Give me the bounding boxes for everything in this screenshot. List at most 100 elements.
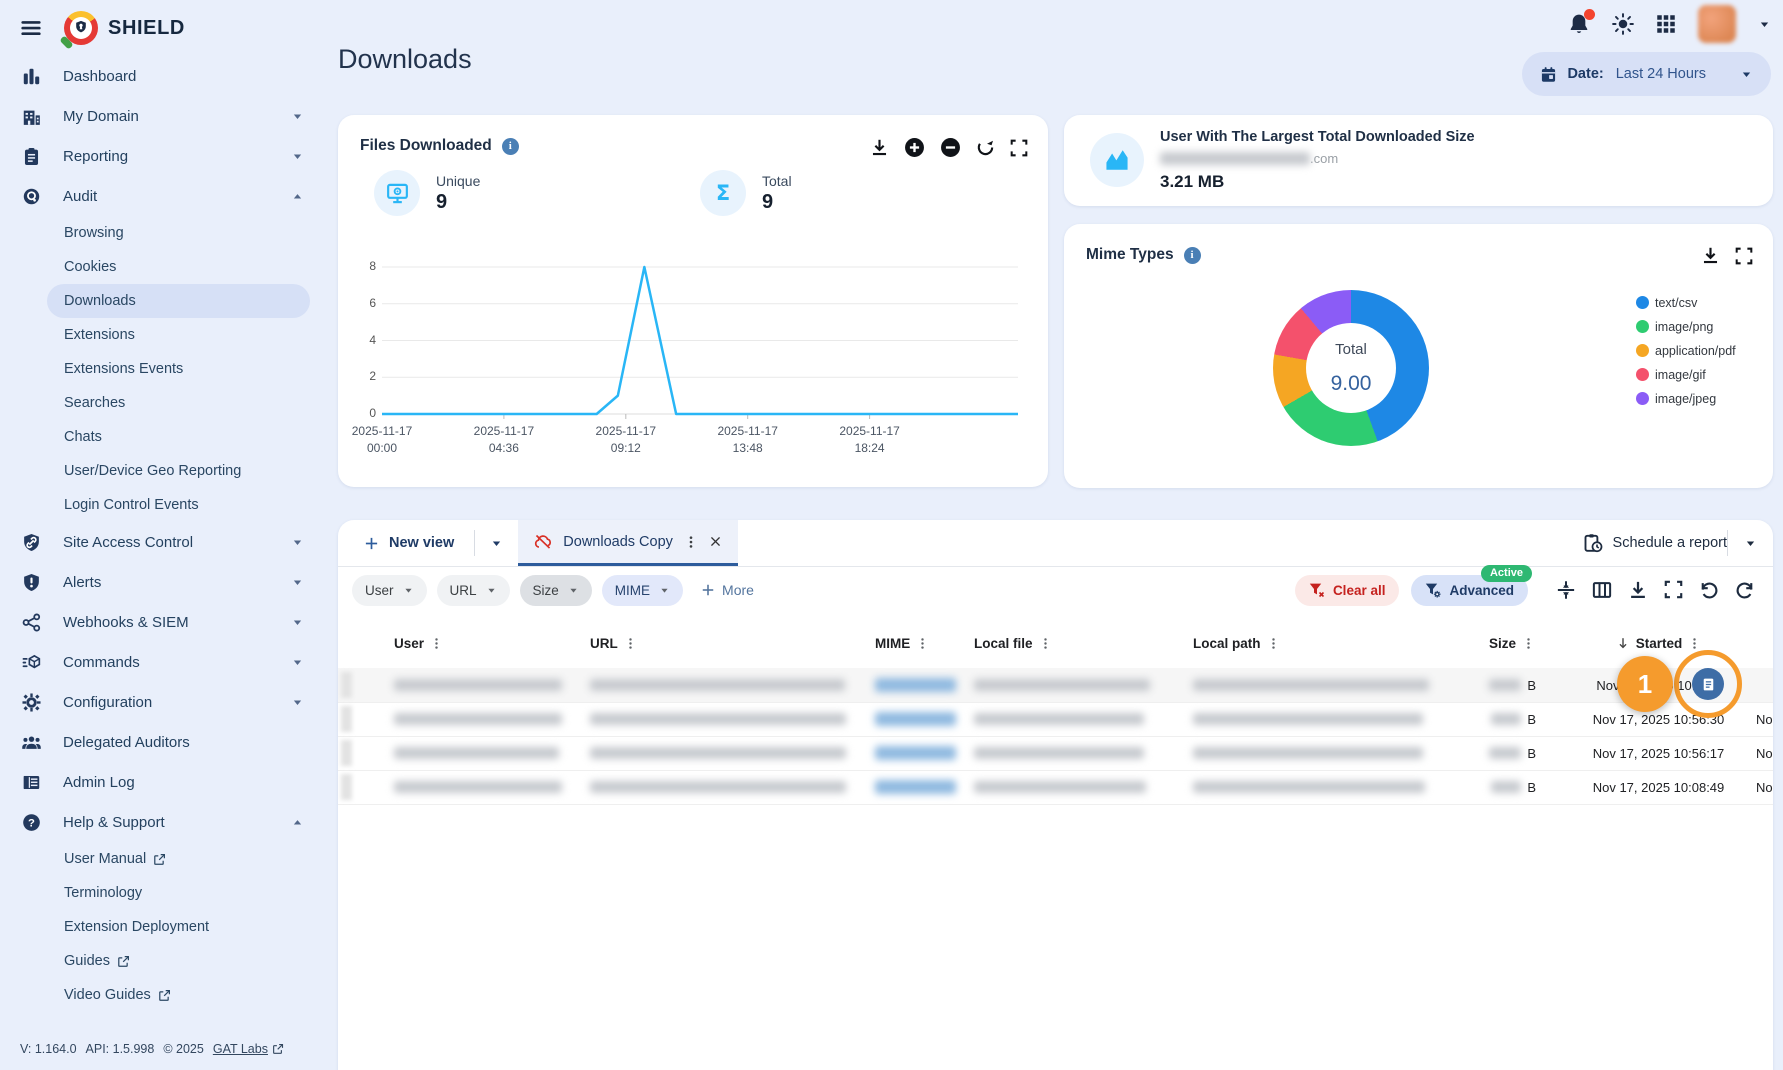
sidebar-item-downloads[interactable]: Downloads — [47, 284, 310, 318]
column-header-url[interactable]: URL — [576, 636, 846, 651]
column-menu-icon[interactable] — [916, 637, 929, 650]
close-icon[interactable] — [709, 535, 722, 548]
theme-toggle-button[interactable] — [1612, 13, 1634, 35]
files-downloaded-line-chart[interactable]: 02468 2025-11-1700:002025-11-1704:362025… — [382, 267, 1018, 467]
table-row[interactable]: B Nov 17, 2025 10:56:30 No — [338, 702, 1773, 737]
column-menu-icon[interactable] — [430, 637, 443, 650]
download-icon[interactable] — [870, 138, 889, 157]
download-icon[interactable] — [1701, 246, 1720, 265]
avatar[interactable] — [1698, 5, 1736, 43]
schedule-report-button[interactable]: Schedule a report — [1573, 520, 1727, 566]
column-header-size[interactable]: Size — [1451, 636, 1566, 651]
gat-labs-link[interactable]: GAT Labs — [213, 1042, 284, 1056]
column-menu-icon[interactable] — [624, 637, 637, 650]
apps-grid-button[interactable] — [1656, 14, 1676, 34]
mime-donut-chart[interactable] — [1273, 290, 1429, 446]
row-select[interactable] — [338, 672, 356, 698]
sidebar-item-admin-log[interactable]: Admin Log — [0, 762, 338, 802]
refresh-icon[interactable] — [976, 138, 995, 157]
column-header-local-file[interactable]: Local file — [956, 636, 1171, 651]
table-row[interactable]: B Nov 17, 2025 10:08:49 No — [338, 770, 1773, 805]
row-select[interactable] — [338, 774, 356, 800]
schedule-dropdown-button[interactable] — [1728, 520, 1773, 566]
info-icon[interactable]: i — [1184, 247, 1201, 264]
sidebar-item-searches[interactable]: Searches — [47, 386, 310, 420]
legend-label: text/csv — [1655, 296, 1697, 310]
sidebar-item-chats[interactable]: Chats — [47, 420, 310, 454]
undo-icon[interactable] — [1699, 580, 1719, 600]
shield-app: SHIELD Dashboard My Domain Reporting Aud… — [0, 0, 1783, 1070]
sidebar-item-cookies[interactable]: Cookies — [47, 250, 310, 284]
column-menu-icon[interactable] — [1688, 637, 1701, 650]
menu-icon[interactable] — [20, 17, 42, 39]
main-content: Downloads Date: Last 24 Hours Files Down… — [338, 0, 1783, 1070]
sidebar-item-commands[interactable]: Commands — [0, 642, 338, 682]
sidebar-item-extensions[interactable]: Extensions — [47, 318, 310, 352]
column-menu-icon[interactable] — [1039, 637, 1052, 650]
fullscreen-icon[interactable] — [1735, 247, 1753, 265]
sidebar-item-delegated-auditors[interactable]: Delegated Auditors — [0, 722, 338, 762]
table-row[interactable]: B Nov 17, 2025 10:56:4 — [338, 668, 1773, 703]
sidebar-item-extensions-events[interactable]: Extensions Events — [47, 352, 310, 386]
chevron-down-icon — [291, 576, 304, 589]
legend-item[interactable]: image/png — [1636, 318, 1736, 335]
sidebar-item-dashboard[interactable]: Dashboard — [0, 56, 338, 96]
stat-value: 9 — [436, 191, 480, 214]
legend-label: image/gif — [1655, 368, 1706, 382]
sidebar-item-my-domain[interactable]: My Domain — [0, 96, 338, 136]
filter-chip-mime[interactable]: MIME — [602, 575, 683, 606]
sun-icon — [1612, 13, 1634, 35]
legend-item[interactable]: image/jpeg — [1636, 390, 1736, 407]
new-view-button[interactable]: New view — [338, 520, 474, 566]
info-icon[interactable]: i — [502, 138, 519, 155]
sidebar-item-user-device-geo[interactable]: User/Device Geo Reporting — [47, 454, 310, 488]
sidebar-item-site-access-control[interactable]: Site Access Control — [0, 522, 338, 562]
sidebar-item-reporting[interactable]: Reporting — [0, 136, 338, 176]
clear-all-filters-button[interactable]: Clear all — [1295, 575, 1400, 606]
sidebar-item-configuration[interactable]: Configuration — [0, 682, 338, 722]
column-header-local-path[interactable]: Local path — [1171, 636, 1451, 651]
zoom-out-icon[interactable] — [940, 137, 961, 158]
filter-chip-user[interactable]: User — [352, 575, 427, 606]
sidebar-item-extension-deployment[interactable]: Extension Deployment — [47, 910, 310, 944]
views-dropdown-button[interactable] — [475, 520, 518, 566]
column-header-mime[interactable]: MIME — [846, 636, 956, 651]
zoom-in-icon[interactable] — [904, 137, 925, 158]
more-filters-button[interactable]: More — [701, 582, 754, 598]
column-menu-icon[interactable] — [1267, 637, 1280, 650]
date-range-selector[interactable]: Date: Last 24 Hours — [1522, 52, 1771, 96]
sidebar-item-alerts[interactable]: Alerts — [0, 562, 338, 602]
filter-chip-size[interactable]: Size — [520, 575, 592, 606]
row-select[interactable] — [338, 706, 356, 732]
table-row[interactable]: B Nov 17, 2025 10:56:17 No — [338, 736, 1773, 771]
tab-menu-icon[interactable] — [684, 535, 698, 549]
sidebar-item-terminology[interactable]: Terminology — [47, 876, 310, 910]
fullscreen-icon[interactable] — [1664, 580, 1683, 599]
chevron-down-icon[interactable] — [1758, 18, 1771, 31]
sidebar-item-guides[interactable]: Guides — [47, 944, 310, 978]
column-header-started[interactable]: Started — [1566, 636, 1751, 651]
row-height-icon[interactable] — [1556, 580, 1576, 600]
legend-item[interactable]: image/gif — [1636, 366, 1736, 383]
filter-chip-url[interactable]: URL — [437, 575, 510, 606]
sidebar-item-video-guides[interactable]: Video Guides — [47, 978, 310, 1012]
row-select[interactable] — [338, 740, 356, 766]
sidebar-item-user-manual[interactable]: User Manual — [47, 842, 310, 876]
tab-downloads-copy[interactable]: Downloads Copy — [518, 520, 738, 566]
audit-icon — [22, 187, 41, 206]
legend-item[interactable]: text/csv — [1636, 294, 1736, 311]
export-download-icon[interactable] — [1628, 580, 1648, 600]
sidebar-item-help-support[interactable]: Help & Support — [0, 802, 338, 842]
advanced-filters-button[interactable]: Advanced Active — [1411, 575, 1528, 606]
sidebar-item-webhooks-siem[interactable]: Webhooks & SIEM — [0, 602, 338, 642]
legend-item[interactable]: application/pdf — [1636, 342, 1736, 359]
column-header-user[interactable]: User — [356, 636, 576, 651]
fullscreen-icon[interactable] — [1010, 139, 1028, 157]
notifications-button[interactable] — [1568, 13, 1590, 35]
column-menu-icon[interactable] — [1522, 637, 1535, 650]
manage-columns-icon[interactable] — [1592, 580, 1612, 600]
redo-icon[interactable] — [1735, 580, 1755, 600]
sidebar-item-login-control-events[interactable]: Login Control Events — [47, 488, 310, 522]
sidebar-item-audit[interactable]: Audit — [0, 176, 338, 216]
sidebar-item-browsing[interactable]: Browsing — [47, 216, 310, 250]
